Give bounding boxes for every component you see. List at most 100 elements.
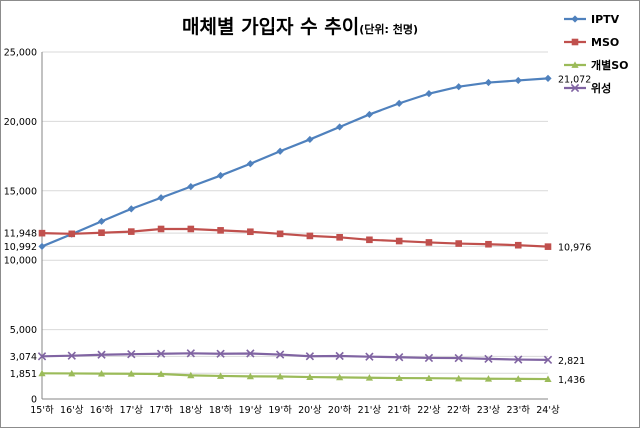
point-satellite-stroke-b: [275, 350, 285, 359]
point-satellite: [216, 349, 225, 358]
x-tick-label: 20'상: [298, 405, 322, 416]
y-tick-label: 10,992: [4, 242, 37, 253]
point-satellite-stroke-b: [484, 354, 493, 364]
legend-marker-satellite-stroke-b: [570, 83, 580, 93]
point-satellite-stroke-b: [305, 352, 315, 361]
y-tick-label: 3,074: [10, 352, 37, 363]
point-iptv: [216, 171, 225, 180]
y-tick-label: 10,000: [4, 256, 37, 267]
point-individual-so: [395, 374, 403, 381]
x-tick-label: 24'상: [536, 405, 560, 416]
point-individual-so: [97, 369, 106, 377]
x-tick-label: 20'하: [328, 404, 352, 416]
x-tick-label: 16'하: [90, 404, 114, 416]
point-satellite: [395, 353, 404, 362]
x-tick-label: 23'하: [507, 404, 531, 416]
y-tick-label: 11,948: [4, 229, 37, 240]
point-individual-so: [425, 374, 433, 382]
point-satellite-stroke-b: [365, 352, 374, 361]
x-tick-label: 21'하: [387, 404, 411, 416]
point-iptv: [127, 205, 135, 213]
point-satellite: [335, 351, 344, 361]
point-satellite-stroke-b: [186, 349, 195, 358]
point-mso: [425, 239, 433, 246]
legend-marker-individual-so: [571, 61, 579, 68]
point-satellite-stroke-b: [216, 349, 225, 358]
point-iptv: [38, 242, 46, 251]
x-tick-label: 19'상: [239, 405, 263, 416]
x-tick-label: 17'하: [149, 404, 173, 416]
point-mso: [98, 229, 105, 237]
point-iptv: [484, 78, 493, 87]
point-satellite: [305, 352, 315, 361]
point-mso: [544, 243, 552, 250]
point-satellite: [127, 350, 136, 359]
point-iptv: [276, 147, 284, 155]
point-mso: [157, 225, 165, 233]
point-satellite: [186, 349, 195, 358]
point-satellite: [275, 350, 285, 359]
point-individual-so: [544, 375, 552, 382]
legend-label-satellite: 위성: [591, 81, 611, 95]
point-satellite: [156, 349, 166, 358]
point-iptv: [425, 90, 433, 98]
point-iptv: [246, 160, 254, 168]
point-mso: [247, 228, 254, 236]
point-iptv: [97, 217, 106, 225]
point-individual-so: [38, 369, 46, 377]
point-mso: [127, 228, 135, 235]
point-mso: [514, 241, 522, 249]
x-tick-label: 22'상: [417, 405, 441, 416]
point-satellite-stroke-b: [543, 355, 553, 365]
point-satellite-stroke-b: [424, 353, 434, 363]
y-tick-label: 15,000: [4, 186, 37, 197]
point-individual-so: [127, 370, 135, 377]
point-mso: [306, 232, 314, 240]
point-mso: [68, 230, 76, 238]
point-individual-so: [484, 375, 493, 382]
end-label-iptv: 21,072: [558, 74, 591, 85]
point-individual-so: [246, 372, 254, 380]
point-individual-so: [68, 369, 76, 377]
point-iptv: [336, 123, 344, 131]
point-satellite-stroke-b: [67, 351, 76, 360]
point-iptv: [306, 135, 314, 144]
point-individual-so: [514, 375, 522, 382]
point-satellite: [67, 351, 76, 360]
point-individual-so: [187, 371, 195, 379]
point-satellite: [454, 353, 463, 363]
point-individual-so: [336, 373, 344, 381]
legend-marker-satellite: [570, 83, 580, 93]
legend-label-mso: MSO: [591, 36, 619, 49]
point-iptv: [157, 194, 165, 202]
chart-title-main: 매체별 가입자 수 추이: [182, 16, 360, 38]
point-individual-so: [306, 373, 314, 380]
x-tick-label: 18'상: [179, 405, 203, 416]
point-individual-so: [157, 370, 165, 377]
x-tick-label: 15'하: [30, 404, 54, 416]
x-tick-label: 19'하: [268, 404, 292, 416]
point-satellite: [246, 349, 255, 358]
x-tick-label: 17'상: [120, 405, 144, 416]
point-mso: [485, 240, 492, 248]
point-mso: [38, 229, 46, 237]
point-iptv: [544, 74, 552, 82]
point-satellite: [97, 350, 106, 359]
point-individual-so: [276, 372, 284, 380]
point-mso: [455, 240, 463, 247]
x-tick-label: 21'상: [358, 405, 382, 416]
point-satellite-stroke-b: [37, 352, 47, 361]
point-individual-so: [365, 374, 374, 381]
x-tick-label: 22'하: [447, 404, 471, 416]
series-line-mso: [41, 227, 549, 248]
point-satellite: [365, 352, 374, 361]
legend-marker-iptv: [571, 15, 579, 23]
point-individual-so: [455, 374, 463, 382]
chart-title: 매체별 가입자 수 추이(단위: 천명): [0, 12, 600, 39]
y-tick-label: 20,000: [4, 117, 37, 128]
point-mso: [336, 233, 343, 241]
point-satellite-stroke-b: [246, 349, 255, 358]
point-mso: [276, 230, 284, 238]
x-tick-label: 23'상: [477, 405, 501, 416]
